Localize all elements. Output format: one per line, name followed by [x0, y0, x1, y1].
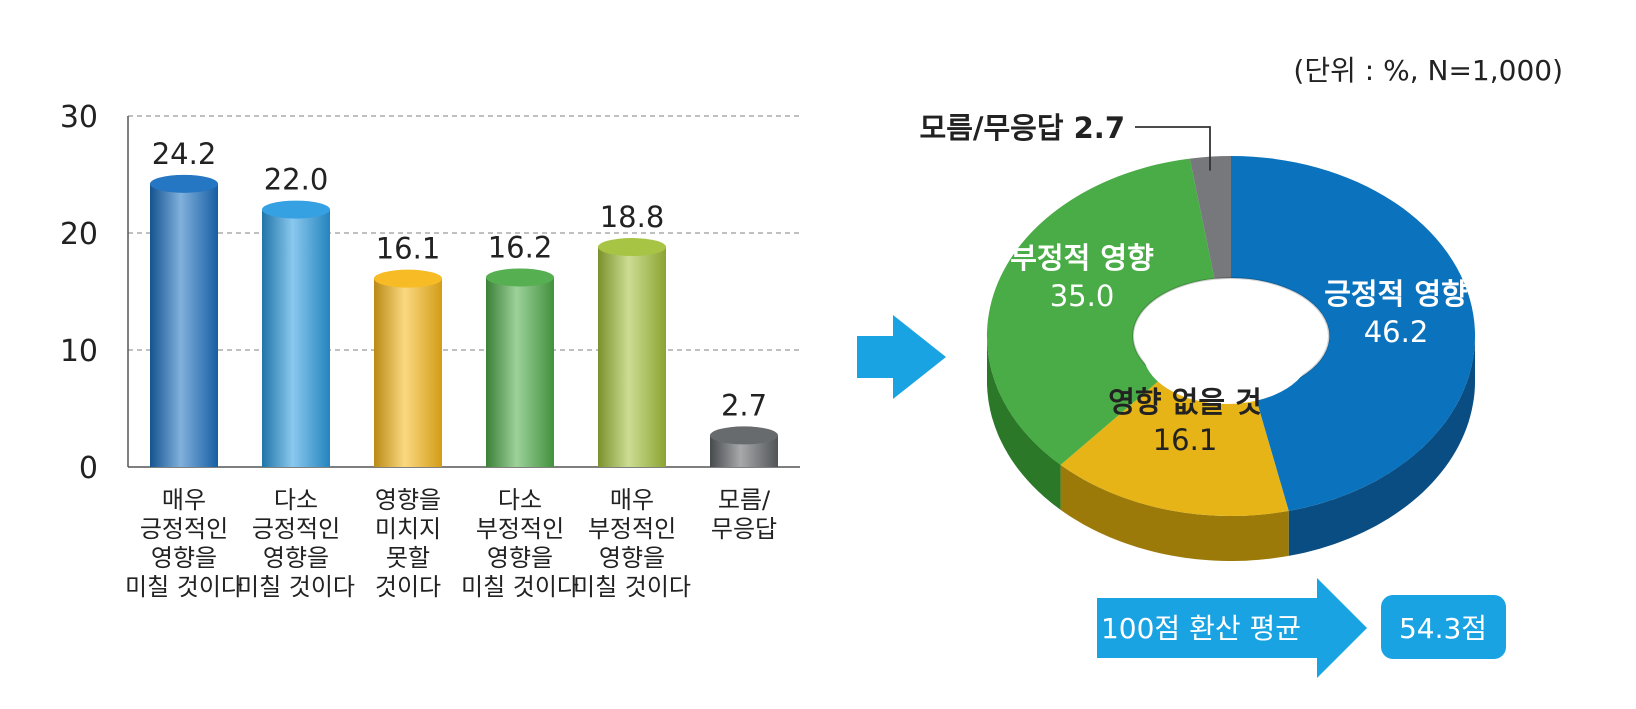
callout-leader — [1135, 126, 1211, 171]
bar — [150, 183, 218, 468]
y-tick-label: 10 — [60, 334, 98, 369]
donut-slice — [1189, 156, 1231, 279]
slice-label: 부정적 영향 35.0 — [1010, 241, 1154, 313]
unit-note: (단위 : %, N=1,000) — [1293, 54, 1563, 87]
bar — [374, 278, 442, 467]
x-tick-label: 모름/무응답 — [711, 486, 777, 543]
donut-slice — [1060, 377, 1289, 517]
slice-label: 긍정적 영향 46.2 — [1324, 277, 1468, 349]
callout-label: 모름/무응답 2.7 — [920, 111, 1125, 145]
y-tick-label: 30 — [60, 100, 98, 135]
right-arrow-icon — [857, 315, 946, 399]
bar-chart: 0 10 20 30 24.2 매우 긍정적인 영향을 미칠 것이다 22.0 다소 긍정적인 영향을 미… — [60, 100, 800, 601]
slice-label: 영향 없을 것 16.1 — [1108, 385, 1262, 457]
bar-top — [598, 238, 666, 257]
x-tick-label: 영향을 미치지 못할 것이다 — [375, 486, 441, 601]
donut-slice — [1231, 156, 1476, 511]
bar — [486, 277, 554, 467]
data-label: 24.2 — [152, 137, 217, 171]
data-label: 16.1 — [376, 232, 441, 266]
data-label: 18.8 — [600, 200, 665, 234]
average-value: 54.3점 — [1399, 612, 1487, 645]
average-value-box — [1381, 595, 1506, 659]
bar-top — [486, 268, 554, 287]
data-label: 2.7 — [721, 388, 767, 422]
bar-top — [262, 200, 330, 219]
y-tick-label: 20 — [60, 217, 98, 252]
donut-hole — [1143, 300, 1311, 404]
x-tick-label: 매우 긍정적인 영향을 미칠 것이다 — [125, 486, 243, 601]
data-label: 22.0 — [264, 163, 329, 197]
donut-chart: 긍정적 영향 46.2 영향 없을 것 16.1 부정적 영향 35.0 모름/무응답 2.… — [920, 111, 1476, 561]
bar — [598, 247, 666, 467]
bar-top — [710, 426, 778, 445]
data-label: 16.2 — [488, 230, 553, 264]
donut-side — [1060, 464, 1289, 561]
average-panel: 100점 환산 평균 54.3점 — [1097, 578, 1506, 678]
donut-slice — [986, 158, 1215, 465]
y-tick-label: 0 — [79, 451, 98, 486]
bar — [262, 209, 330, 467]
average-label-arrow — [1097, 578, 1367, 678]
x-tick-label: 매우 부정적인 영향을 미칠 것이다 — [573, 486, 691, 601]
x-tick-label: 다소 부정적인 영향을 미칠 것이다 — [461, 486, 579, 601]
arrow-shape — [857, 315, 946, 399]
x-tick-label: 다소 긍정적인 영향을 미칠 것이다 — [237, 486, 355, 601]
bar-top — [374, 269, 442, 288]
bar-top — [150, 174, 218, 193]
average-label: 100점 환산 평균 — [1101, 612, 1301, 645]
donut-side — [987, 336, 1061, 510]
donut-side — [1288, 336, 1475, 556]
